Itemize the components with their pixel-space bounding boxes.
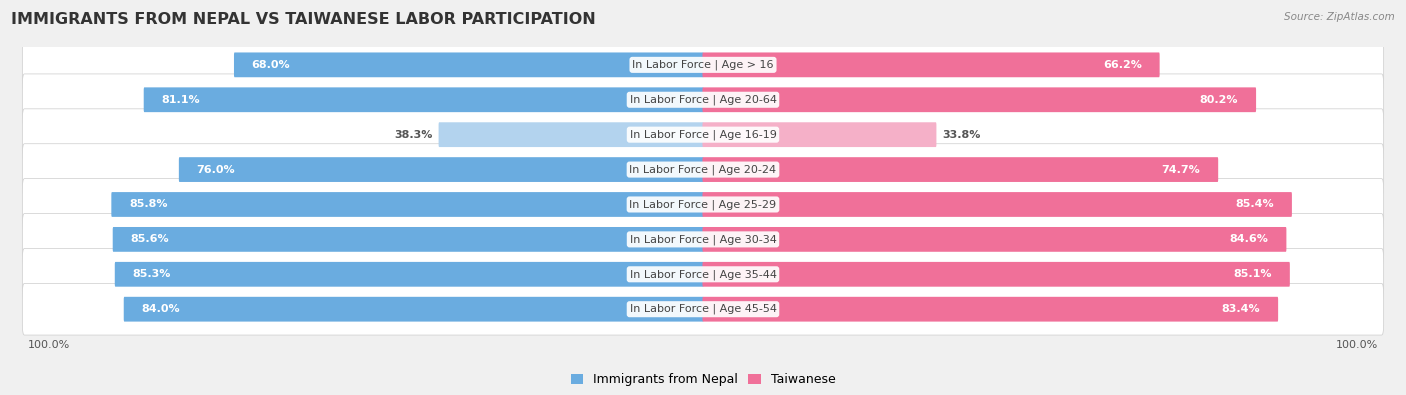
Text: 85.1%: 85.1% — [1233, 269, 1272, 279]
Text: 33.8%: 33.8% — [943, 130, 981, 140]
Text: 84.0%: 84.0% — [142, 304, 180, 314]
Text: 38.3%: 38.3% — [394, 130, 432, 140]
Text: In Labor Force | Age 20-24: In Labor Force | Age 20-24 — [630, 164, 776, 175]
Text: In Labor Force | Age 25-29: In Labor Force | Age 25-29 — [630, 199, 776, 210]
Text: 100.0%: 100.0% — [1336, 340, 1378, 350]
FancyBboxPatch shape — [143, 87, 703, 112]
FancyBboxPatch shape — [703, 192, 1292, 217]
FancyBboxPatch shape — [703, 157, 1218, 182]
Text: 85.8%: 85.8% — [129, 199, 167, 209]
FancyBboxPatch shape — [703, 87, 1256, 112]
FancyBboxPatch shape — [112, 227, 703, 252]
FancyBboxPatch shape — [703, 122, 936, 147]
FancyBboxPatch shape — [124, 297, 703, 322]
Text: 83.4%: 83.4% — [1222, 304, 1260, 314]
FancyBboxPatch shape — [703, 262, 1289, 287]
Text: IMMIGRANTS FROM NEPAL VS TAIWANESE LABOR PARTICIPATION: IMMIGRANTS FROM NEPAL VS TAIWANESE LABOR… — [11, 12, 596, 27]
FancyBboxPatch shape — [703, 53, 1160, 77]
Text: 76.0%: 76.0% — [197, 165, 235, 175]
Text: 85.4%: 85.4% — [1236, 199, 1274, 209]
FancyBboxPatch shape — [179, 157, 703, 182]
Text: 81.1%: 81.1% — [162, 95, 200, 105]
Text: In Labor Force | Age > 16: In Labor Force | Age > 16 — [633, 60, 773, 70]
Text: In Labor Force | Age 35-44: In Labor Force | Age 35-44 — [630, 269, 776, 280]
FancyBboxPatch shape — [22, 248, 1384, 300]
Text: 74.7%: 74.7% — [1161, 165, 1201, 175]
Legend: Immigrants from Nepal, Taiwanese: Immigrants from Nepal, Taiwanese — [571, 373, 835, 386]
Text: Source: ZipAtlas.com: Source: ZipAtlas.com — [1284, 12, 1395, 22]
FancyBboxPatch shape — [22, 74, 1384, 126]
FancyBboxPatch shape — [703, 297, 1278, 322]
FancyBboxPatch shape — [22, 109, 1384, 160]
FancyBboxPatch shape — [703, 227, 1286, 252]
Text: 85.3%: 85.3% — [132, 269, 172, 279]
Text: 100.0%: 100.0% — [28, 340, 70, 350]
FancyBboxPatch shape — [22, 283, 1384, 335]
FancyBboxPatch shape — [111, 192, 703, 217]
FancyBboxPatch shape — [115, 262, 703, 287]
Text: 84.6%: 84.6% — [1230, 234, 1268, 245]
Text: In Labor Force | Age 20-64: In Labor Force | Age 20-64 — [630, 94, 776, 105]
Text: 85.6%: 85.6% — [131, 234, 169, 245]
FancyBboxPatch shape — [22, 39, 1384, 91]
FancyBboxPatch shape — [22, 179, 1384, 230]
FancyBboxPatch shape — [439, 122, 703, 147]
Text: 66.2%: 66.2% — [1102, 60, 1142, 70]
FancyBboxPatch shape — [233, 53, 703, 77]
FancyBboxPatch shape — [22, 144, 1384, 196]
Text: 80.2%: 80.2% — [1199, 95, 1239, 105]
Text: In Labor Force | Age 45-54: In Labor Force | Age 45-54 — [630, 304, 776, 314]
Text: In Labor Force | Age 16-19: In Labor Force | Age 16-19 — [630, 130, 776, 140]
Text: 68.0%: 68.0% — [252, 60, 291, 70]
FancyBboxPatch shape — [22, 214, 1384, 265]
Text: In Labor Force | Age 30-34: In Labor Force | Age 30-34 — [630, 234, 776, 245]
